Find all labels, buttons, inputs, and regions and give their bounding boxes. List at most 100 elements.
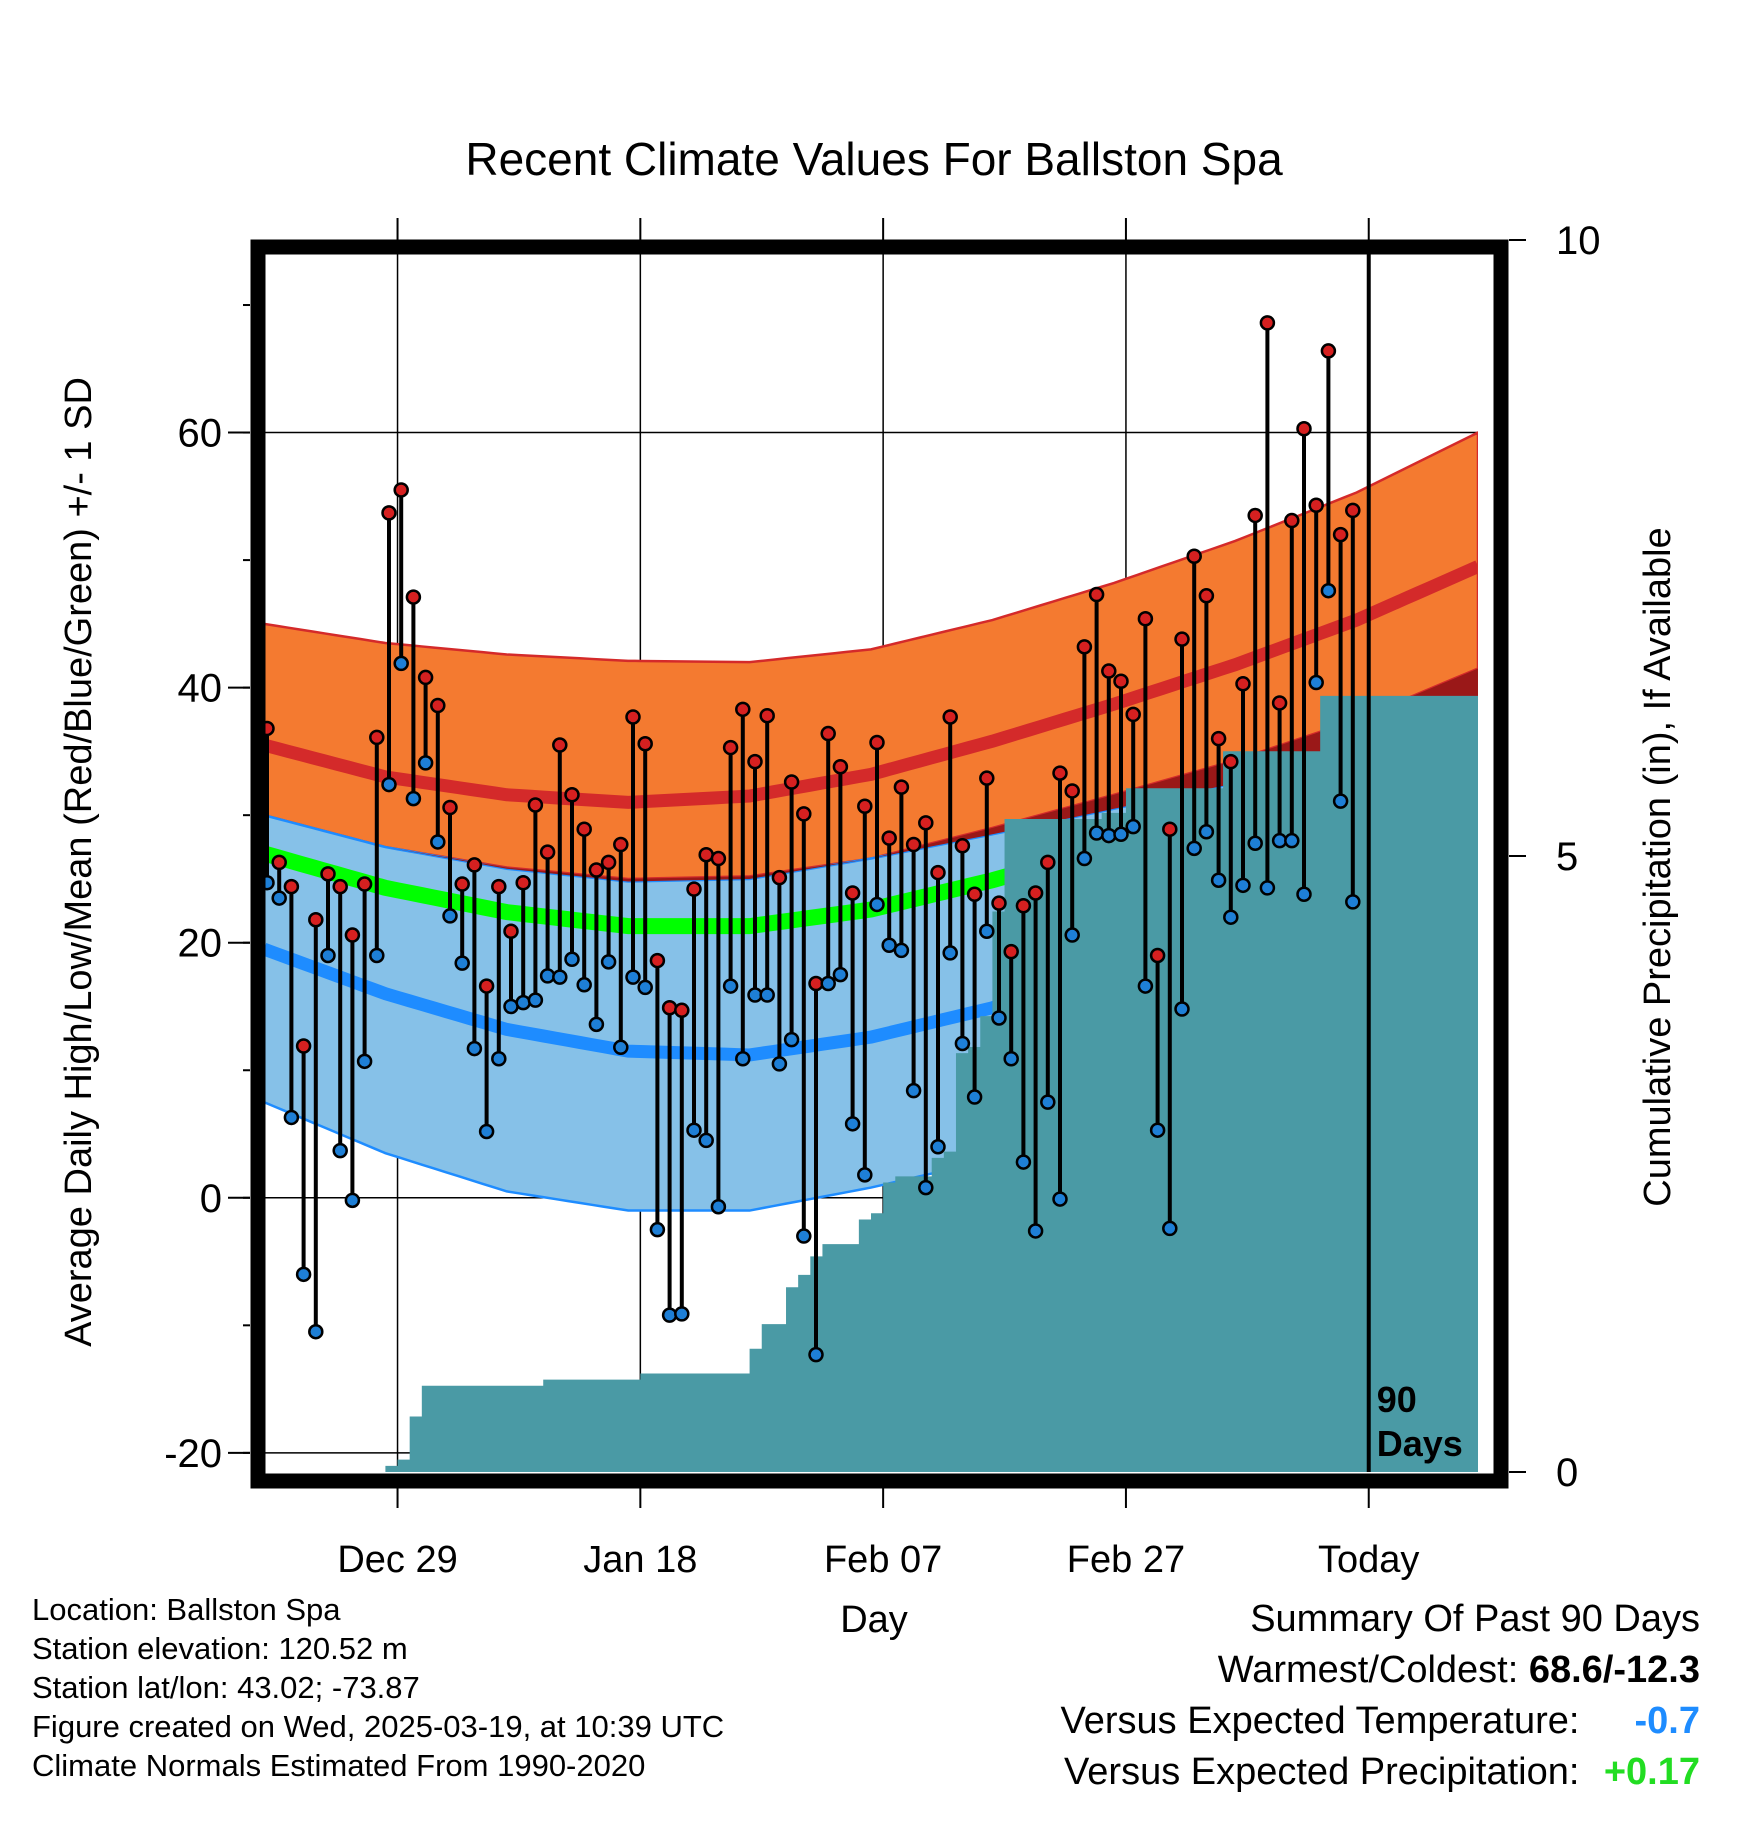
daily-low-point [1137, 978, 1154, 994]
precip-departure-label: Versus Expected Precipitation: [1064, 1751, 1580, 1793]
daily-low-point [552, 969, 568, 985]
daily-high-point [747, 753, 763, 770]
daily-high-point [466, 857, 483, 873]
daily-low-point [564, 951, 580, 968]
daily-low-point [1003, 1051, 1019, 1067]
daily-high-point [1040, 854, 1056, 871]
y-right-tick-label: 0 [1556, 1451, 1578, 1495]
daily-high-point [503, 923, 519, 939]
daily-high-point [576, 821, 592, 837]
daily-high-point [796, 806, 812, 822]
chart-title: Recent Climate Values For Ballston Spa [465, 133, 1283, 185]
daily-low-point [600, 954, 617, 970]
daily-low-point [1052, 1191, 1068, 1207]
daily-high-point [1235, 676, 1251, 692]
precip-area [264, 695, 1478, 1472]
daily-high-point [918, 815, 934, 831]
daily-high-point [893, 779, 910, 795]
daily-low-point [674, 1306, 690, 1322]
temp-departure-label: Versus Expected Temperature: [1060, 1700, 1580, 1742]
x-axis-label: Day [840, 1599, 908, 1641]
daily-high-point [735, 701, 751, 718]
warmest-coldest-row: Warmest/Coldest: 68.6/-12.3 [800, 1645, 1700, 1696]
daily-high-point [820, 725, 836, 742]
daily-high-point [1284, 512, 1300, 529]
daily-high-point [442, 799, 458, 816]
daily-high-point [991, 895, 1007, 911]
daily-low-point [613, 1039, 629, 1056]
daily-high-point [1088, 586, 1105, 603]
y-right-tick-label: 5 [1556, 835, 1578, 879]
daily-low-point [710, 1198, 727, 1215]
daily-low-point [1174, 1001, 1190, 1017]
daily-low-point [430, 834, 446, 850]
daily-low-point [966, 1089, 983, 1105]
daily-high-point [552, 737, 568, 753]
daily-high-point [588, 862, 605, 878]
daily-high-point [661, 1000, 678, 1016]
plot-area: 90 Days [264, 254, 1478, 1472]
today-days-label: 90 Days [1377, 1379, 1463, 1464]
daily-low-point [759, 987, 775, 1003]
daily-high-point [1198, 588, 1215, 604]
y-left-tick-label: 20 [178, 922, 223, 966]
daily-high-point [1174, 631, 1190, 647]
daily-high-point [966, 886, 983, 902]
daily-high-point [1296, 420, 1312, 437]
daily-high-point [613, 836, 629, 853]
daily-high-point [478, 978, 495, 994]
daily-low-point [381, 776, 397, 793]
daily-low-point [478, 1123, 495, 1140]
daily-low-point [637, 979, 653, 996]
daily-low-point [1064, 927, 1080, 943]
y-left-tick-label: 40 [178, 667, 223, 711]
daily-low-point [661, 1307, 678, 1323]
daily-low-point [332, 1142, 348, 1159]
daily-high-point [1247, 507, 1263, 524]
daily-low-point [295, 1266, 312, 1283]
temp-departure-row: Versus Expected Temperature: -0.7 [800, 1696, 1700, 1747]
daily-high-point [271, 854, 287, 871]
today-days-label-line: 90 [1377, 1379, 1417, 1420]
daily-high-point [283, 878, 300, 895]
daily-low-point [979, 923, 995, 939]
daily-high-point [710, 850, 727, 867]
daily-high-point [1308, 497, 1324, 514]
elevation-text: Station elevation: 120.52 m [32, 1631, 408, 1666]
daily-low-point [1186, 840, 1202, 857]
daily-high-point [1076, 639, 1093, 655]
daily-low-point [491, 1051, 507, 1067]
daily-low-point [1162, 1220, 1178, 1237]
y-right-label: Cumulative Precipitation (in), If Availa… [1637, 527, 1679, 1206]
daily-high-point [1064, 783, 1080, 799]
daily-high-point [1320, 343, 1337, 359]
daily-high-point [295, 1038, 312, 1054]
daily-high-point [1271, 695, 1288, 711]
daily-high-point [832, 758, 849, 775]
daily-high-point [1332, 526, 1349, 543]
daily-low-point [1308, 674, 1324, 691]
y-left-tick-label: 60 [178, 412, 223, 456]
daily-high-point [759, 707, 775, 724]
y-right-tick-label: 10 [1556, 219, 1601, 263]
daily-high-point [674, 1002, 690, 1019]
station-metadata: Location: Ballston Spa Station elevation… [32, 1590, 724, 1785]
normals-text: Climate Normals Estimated From 1990-2020 [32, 1748, 646, 1783]
daily-low-point [344, 1192, 361, 1209]
daily-high-point [344, 927, 361, 943]
daily-low-point [796, 1228, 812, 1244]
created-text: Figure created on Wed, 2025-03-19, at 10… [32, 1709, 725, 1744]
summary-panel: Summary Of Past 90 Days Warmest/Coldest:… [800, 1594, 1700, 1798]
daily-high-point [369, 729, 385, 746]
daily-low-point [808, 1346, 824, 1363]
daily-high-point [381, 505, 397, 521]
daily-low-point [1284, 832, 1300, 849]
daily-low-point [649, 1221, 666, 1238]
daily-high-point [539, 844, 556, 860]
daily-low-point [832, 966, 849, 983]
warmest-coldest-label: Warmest/Coldest: [1217, 1649, 1519, 1691]
daily-low-point [417, 755, 434, 771]
daily-high-point [649, 952, 666, 969]
daily-low-point [393, 655, 409, 672]
daily-low-point [869, 896, 885, 913]
